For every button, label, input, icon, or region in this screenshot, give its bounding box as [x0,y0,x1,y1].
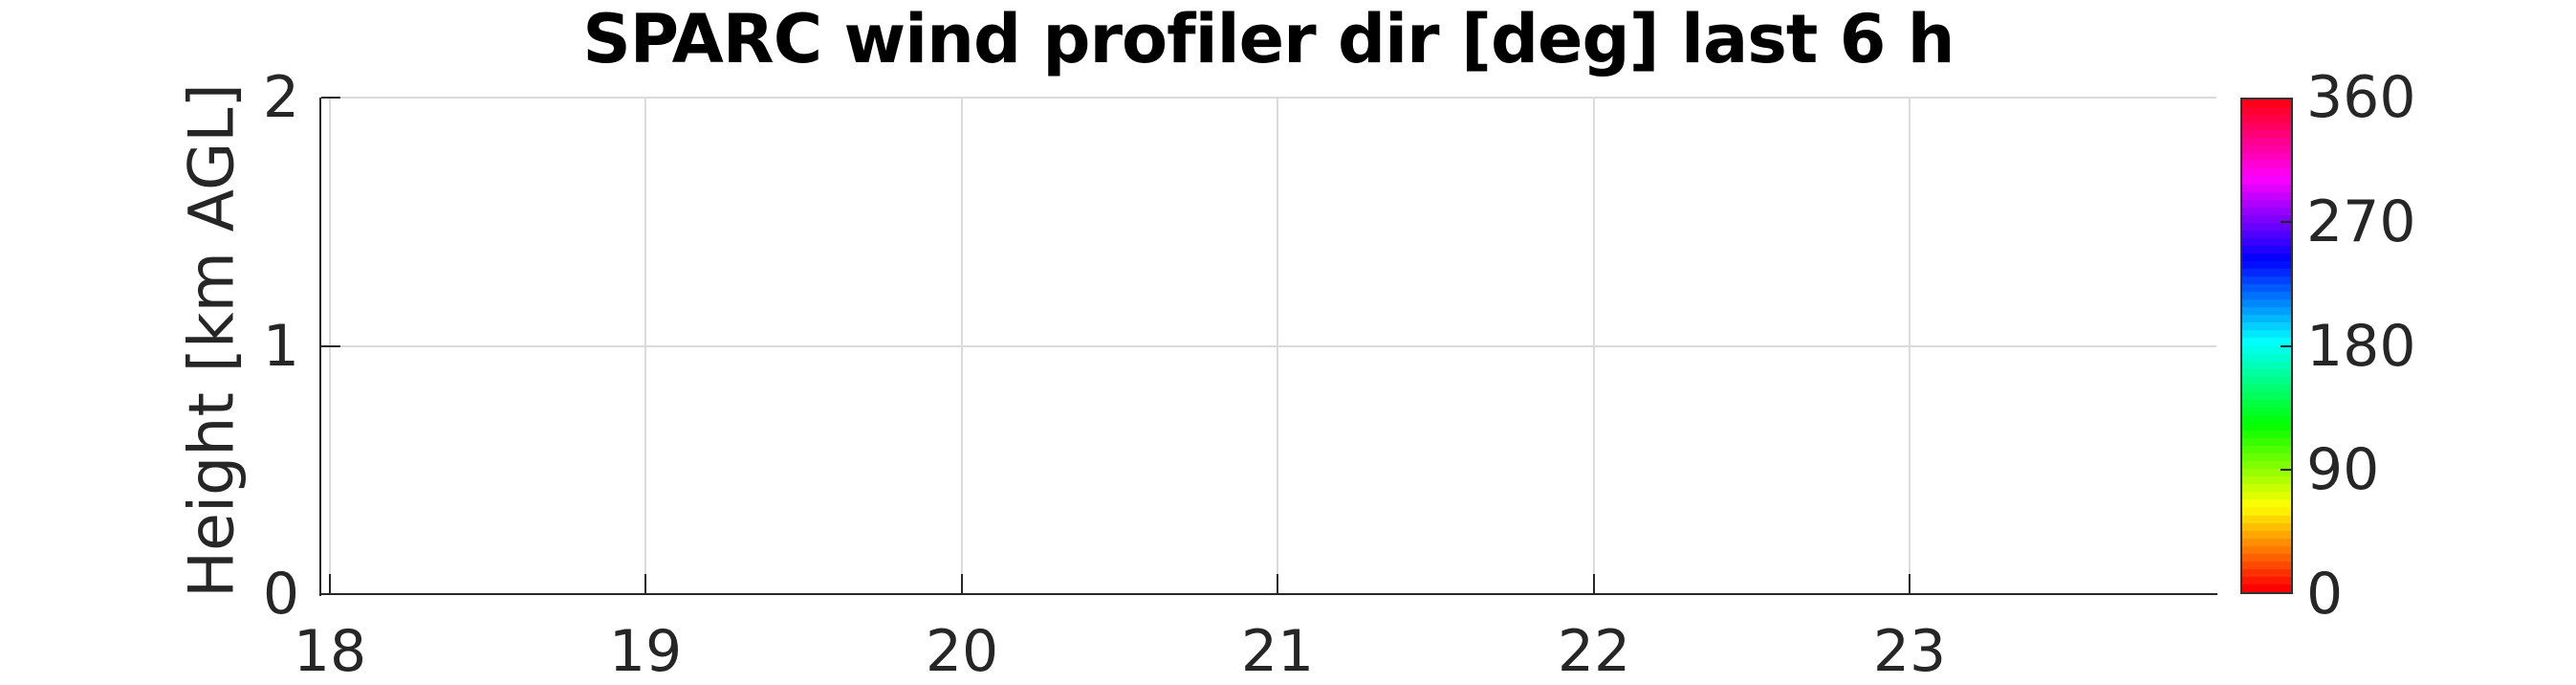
colorbar-tick-label: 90 [2306,436,2380,503]
colorbar-band [2242,315,2291,323]
x-tick-mark [644,574,646,593]
colorbar-band [2242,376,2291,385]
x-tick-label: 23 [1872,618,1947,685]
colorbar-band [2242,399,2291,408]
colorbar-tick-label: 180 [2306,313,2416,380]
y-gridline [320,97,2216,99]
colorbar-band [2242,446,2291,454]
colorbar-band [2242,476,2291,485]
colorbar-band [2242,453,2291,462]
x-tick-mark [961,574,963,593]
colorbar-band [2242,222,2291,231]
colorbar-band [2242,245,2291,254]
colorbar-band [2242,276,2291,285]
colorbar-band [2242,184,2291,192]
colorbar-band [2242,237,2291,246]
colorbar-band [2242,407,2291,415]
colorbar-band [2242,345,2291,354]
x-tick-label: 18 [293,618,367,685]
x-tick-mark [1277,574,1278,593]
x-tick-label: 22 [1557,618,1631,685]
colorbar-band [2242,568,2291,577]
colorbar-band [2242,284,2291,293]
y-axis-line [319,98,321,596]
y-gridline [320,345,2216,347]
colorbar-band [2242,584,2291,592]
colorbar-band [2242,438,2291,447]
colorbar-band [2242,260,2291,270]
colorbar-tick-mark [2281,345,2292,347]
y-tick-label: 0 [262,561,299,628]
colorbar-band [2242,214,2291,223]
colorbar-band [2242,176,2291,185]
colorbar-band [2242,153,2291,162]
colorbar-tick-label: 0 [2306,561,2344,628]
colorbar-band [2242,414,2291,423]
y-tick-label: 1 [262,313,299,380]
x-tick-mark [329,574,331,593]
x-tick-label: 19 [608,618,683,685]
colorbar-band [2242,469,2291,477]
colorbar-tick-mark [2281,221,2292,223]
x-tick-mark [1593,574,1595,593]
colorbar-band [2242,307,2291,316]
colorbar-band [2242,422,2291,431]
colorbar-band [2242,168,2291,177]
colorbar-band [2242,492,2291,500]
x-axis-line [319,593,2217,595]
colorbar-tick-label: 360 [2306,64,2416,131]
colorbar-band [2242,292,2291,300]
colorbar-band [2242,107,2291,116]
colorbar-band [2242,484,2291,493]
colorbar-band [2242,253,2291,261]
colorbar-band [2242,545,2291,554]
colorbar-band [2242,269,2291,277]
colorbar-band [2242,431,2291,439]
x-tick-label: 21 [1240,618,1315,685]
colorbar-band [2242,391,2291,400]
colorbar-band [2242,115,2291,123]
chart-title: SPARC wind profiler dir [deg] last 6 h [582,0,1954,78]
colorbar-band [2242,576,2291,585]
colorbar-band [2242,368,2291,377]
y-tick-mark [321,97,340,99]
colorbar-band [2242,330,2291,339]
colorbar-band [2242,499,2291,508]
y-tick-label: 2 [262,64,299,131]
colorbar-band [2242,130,2291,139]
colorbar-band [2242,538,2291,546]
colorbar-band [2242,461,2291,470]
colorbar-band [2242,553,2291,562]
colorbar-band [2242,338,2291,346]
colorbar-band [2242,353,2291,362]
colorbar-band [2242,522,2291,531]
colorbar-band [2242,530,2291,539]
colorbar-tick-label: 270 [2306,188,2416,255]
x-tick-label: 20 [925,618,999,685]
colorbar-band [2242,199,2291,208]
colorbar-band [2242,161,2291,169]
colorbar-band [2242,230,2291,238]
colorbar-band [2242,561,2291,569]
colorbar-band [2242,122,2291,131]
colorbar-band [2242,299,2291,308]
colorbar-band [2242,207,2291,215]
x-tick-mark [1909,574,1910,593]
colorbar-tick-mark [2281,469,2292,471]
colorbar-band [2242,515,2291,523]
y-tick-mark [321,593,340,595]
colorbar-band [2242,99,2291,108]
y-tick-mark [321,345,340,347]
colorbar-band [2242,138,2291,146]
colorbar [2240,98,2293,594]
colorbar-band [2242,191,2291,200]
colorbar-band [2242,145,2291,154]
colorbar-band [2242,322,2291,331]
colorbar-band [2242,507,2291,516]
colorbar-band [2242,361,2291,369]
colorbar-band [2242,384,2291,392]
